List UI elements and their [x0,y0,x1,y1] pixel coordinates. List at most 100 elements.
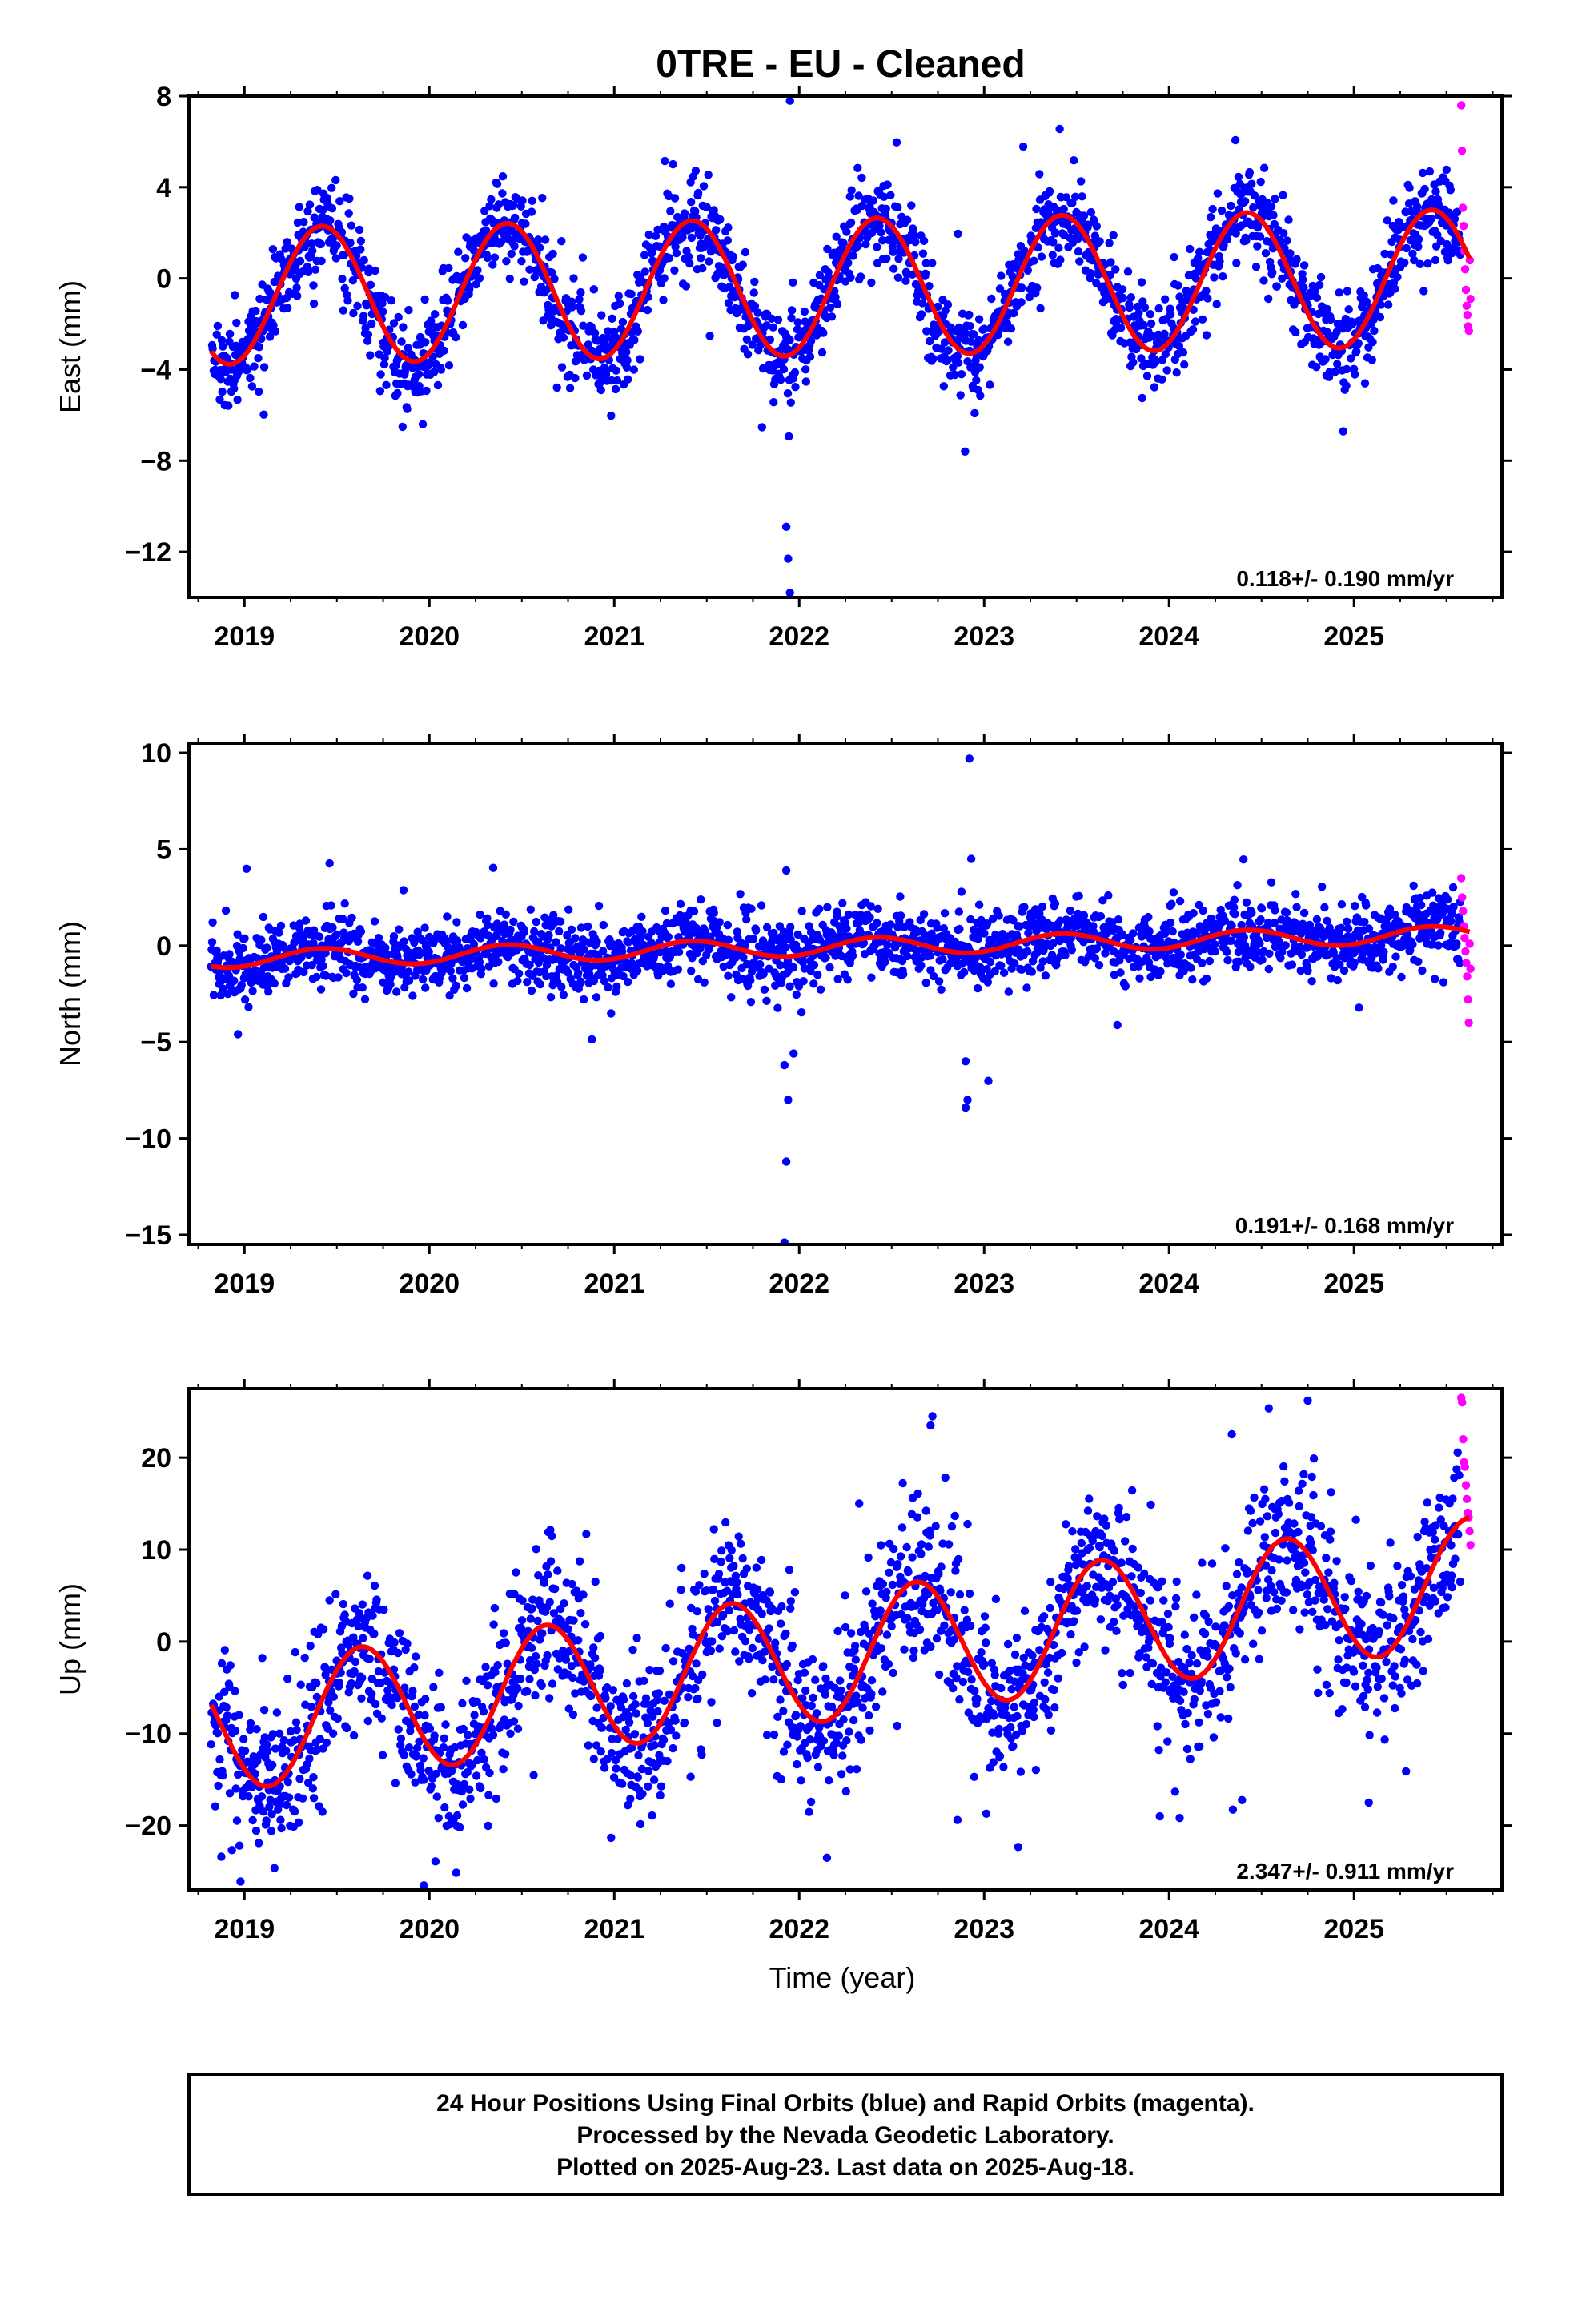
up-final-point [390,1638,399,1647]
east-final-point [1086,207,1096,217]
east-final-point [359,255,368,265]
north-final-point [452,936,462,945]
east-final-point [1299,283,1308,292]
north-final-point [816,985,825,994]
north-final-point [785,929,794,938]
east-final-point [769,398,778,407]
north-final-point [1168,927,1177,936]
north-final-point [1448,883,1458,892]
east-final-point [987,294,996,304]
north-final-point [1061,951,1070,959]
north-final-point [546,993,556,1002]
east-final-point [1210,273,1219,282]
east-final-point [623,356,632,365]
east-final-point [534,235,543,244]
north-final-point [280,964,290,973]
up-final-point [215,1755,224,1764]
up-final-point [378,1751,387,1759]
north-final-point [698,956,707,966]
north-final-point [785,982,794,991]
north-final-point [637,912,646,922]
north-final-point [1199,906,1207,915]
east-final-point [765,335,775,344]
east-final-point [230,384,239,393]
north-final-point [475,958,484,967]
east-final-point [1231,135,1240,145]
east-final-point [889,264,898,273]
east-final-point [785,432,793,441]
north-final-point [844,910,853,919]
north-final-point [1427,888,1437,897]
east-final-point [612,376,622,385]
east-final-point [1071,192,1080,201]
north-final-point [1265,949,1274,959]
east-final-point [918,299,927,308]
east-x-tick-label: 2023 [954,621,1014,652]
north-rapid-point [1457,874,1466,883]
east-final-point [684,252,693,261]
east-y-tick-label: 8 [156,82,171,112]
east-final-point [651,231,661,240]
east-final-point [940,338,950,347]
east-final-point [666,207,675,215]
north-final-point [526,905,535,914]
up-final-point [434,1814,443,1823]
north-final-point [825,963,834,972]
up-final-point [370,1581,379,1590]
east-final-point [255,343,263,352]
east-final-point [579,321,588,330]
north-final-point [564,905,573,914]
east-final-point [611,384,620,394]
north-final-point [349,989,358,999]
north-final-point [1004,987,1014,996]
up-final-point [429,1683,438,1691]
up-final-point [367,1689,376,1699]
up-final-point [368,1611,377,1620]
east-final-point [475,274,484,283]
north-final-point [916,915,925,925]
east-final-point [937,344,946,353]
north-final-point [798,958,808,967]
north-final-point [1066,906,1075,915]
east-final-point [670,266,679,275]
north-final-point [1129,929,1138,938]
north-rapid-point [1459,907,1468,915]
east-final-point [750,277,759,287]
north-final-point [724,971,733,980]
east-rate-label: 0.118+/- 0.190 mm/yr [1236,566,1454,591]
north-final-point [873,904,882,914]
east-x-tick-label: 2024 [1138,621,1199,652]
north-final-point [395,925,404,934]
up-final-point [358,1673,367,1683]
east-final-point [355,225,364,235]
east-final-point [283,304,292,312]
north-final-point [259,912,268,922]
east-final-point [909,231,918,239]
north-final-point [676,899,685,909]
north-final-point [476,910,484,919]
east-final-point [219,342,227,351]
east-final-point [928,259,937,267]
north-final-point [462,983,472,993]
east-final-point [604,327,612,336]
north-final-point [688,954,697,963]
east-final-point [338,275,347,283]
east-final-point [1436,236,1446,246]
east-final-point [569,274,578,283]
east-final-point [502,257,511,266]
east-final-point [966,337,976,346]
north-final-point [628,959,636,968]
east-final-point [1223,235,1232,244]
north-outlier-point [781,1157,791,1166]
east-final-point [347,221,356,230]
north-final-point [588,1035,596,1044]
north-final-point [325,858,334,868]
east-final-point [687,198,696,207]
east-final-point [293,218,303,227]
east-final-point [1106,258,1115,267]
east-final-point [1359,291,1368,300]
up-final-point [255,1839,263,1848]
east-final-point [568,303,576,312]
north-final-point [315,932,324,942]
east-final-point [661,156,669,166]
